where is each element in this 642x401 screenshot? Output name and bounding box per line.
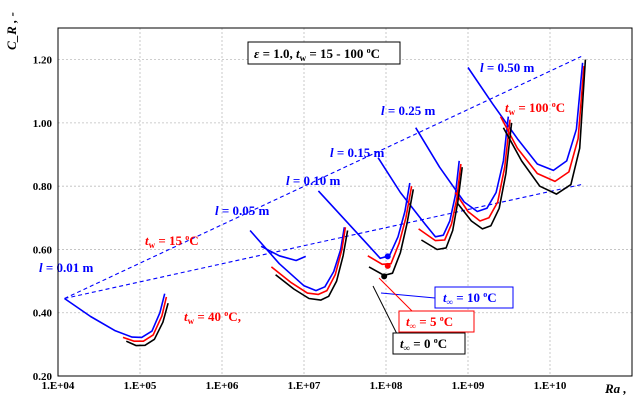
plot-frame [57,27,633,377]
label-l-0.01: l = 0.01 m [39,260,94,275]
series-line [457,122,513,230]
y-tick-label: 0.20 [33,371,53,383]
series-line [64,293,166,339]
label-l-0.10: l = 0.10 m [286,173,341,188]
y-tick-label: 1.20 [33,55,53,67]
svg-text:ε = 1.0, tw = 15 - 100 oC: ε = 1.0, tw = 15 - 100 oC [254,46,380,63]
series-line [367,186,413,266]
label-tw-15: tw = 15 oC [145,233,199,250]
series-line [377,157,460,238]
data-point [384,262,391,269]
x-tick-label: 1.E+08 [370,380,403,392]
x-tick-label: 1.E+07 [288,380,321,392]
tinf-10-annotation: t∞ = 10 oC [380,286,514,309]
y-tick-label: 0.80 [33,181,53,193]
series-line [454,119,511,222]
y-tick-label: 0.40 [33,308,53,320]
series-line [270,227,347,296]
series-line [368,189,415,277]
data-point [381,273,388,280]
series-line [249,227,346,292]
x-axis-label: Ra , [604,381,627,396]
x-tick-label: 1.E+05 [124,380,157,392]
series-line [502,59,587,195]
title-box: ε = 1.0, tw = 15 - 100 oC [247,41,401,65]
data-curves [64,59,587,347]
label-l-0.50: l = 0.50 m [480,60,535,75]
series-line [415,116,510,213]
grid-lines [57,28,632,377]
series-line [260,245,307,262]
svg-text:t∞ = 0 oC: t∞ = 0 oC [400,336,447,353]
x-tick-label: 1.E+10 [534,380,567,392]
y-tick-label: 1.00 [33,118,53,130]
series-line [125,302,169,347]
svg-text:t∞ = 10 oC: t∞ = 10 oC [443,290,497,307]
series-line [420,167,463,251]
series-line [418,163,462,242]
series-line [467,62,584,172]
series-line [317,182,411,260]
y-tick-label: 0.60 [33,244,53,256]
tinf-0-annotation: t∞ = 0 oC [372,285,466,355]
y-axis-label: C_R , - [4,12,19,50]
data-markers [381,253,391,280]
data-point [384,253,391,260]
label-l-0.25: l = 0.25 m [381,103,436,118]
label-tw-100: tw = 100 oC [505,100,565,117]
series-line [499,65,585,183]
label-l-0.05: l = 0.05 m [215,203,270,218]
tick-labels: 1.E+04 1.E+05 1.E+06 1.E+07 1.E+08 1.E+09 1.E+… [33,55,567,392]
svg-text:t∞ = 5 oC: t∞ = 5 oC [406,314,453,331]
label-l-0.15: l = 0.15 m [330,145,385,160]
x-tick-label: 1.E+09 [452,380,485,392]
envelope-line [64,184,582,300]
series-line [122,296,168,342]
tinf-5-annotation: t∞ = 5 oC [378,277,475,333]
x-tick-label: 1.E+06 [206,380,239,392]
x-tick-label: 1.E+04 [42,380,75,392]
series-line [275,230,349,301]
label-tw-40: tw = 40 oC, [184,309,241,326]
